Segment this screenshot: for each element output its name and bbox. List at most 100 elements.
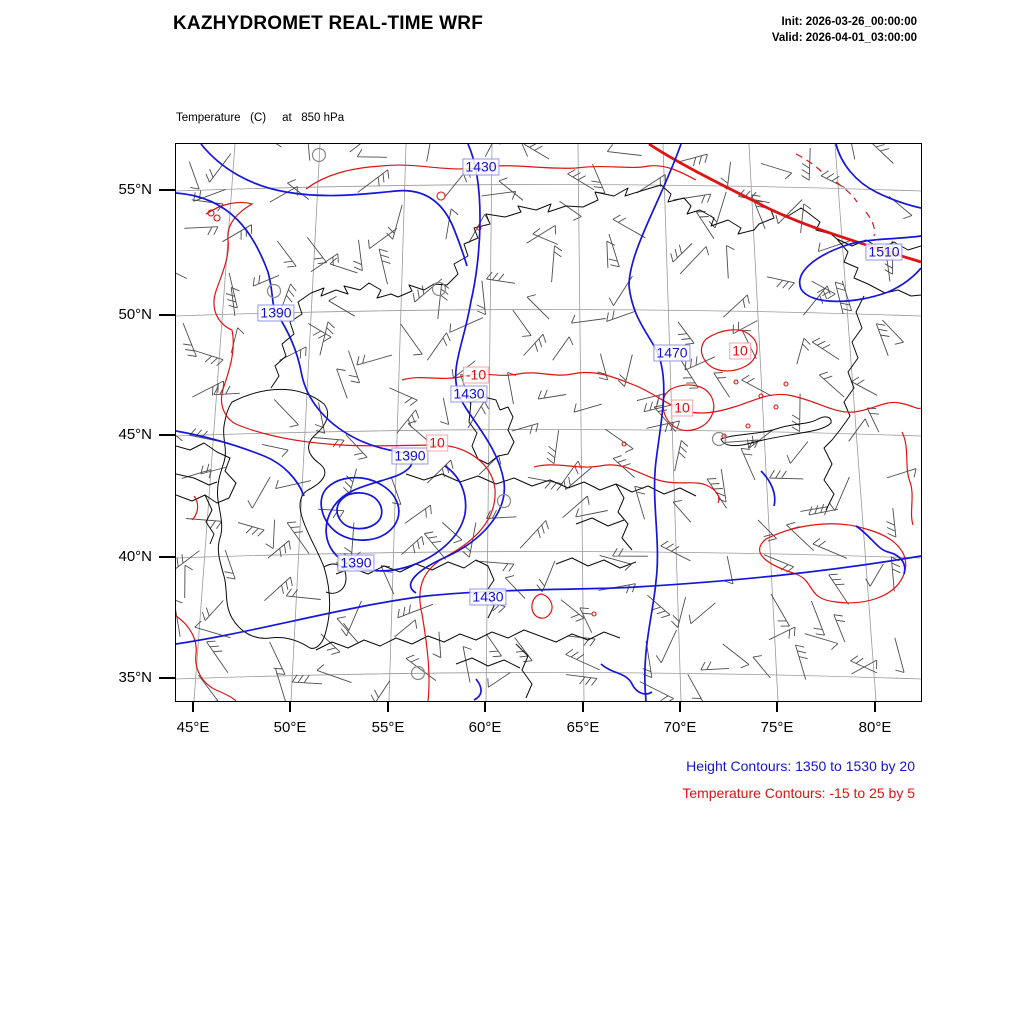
lon-tick-label: 50°E <box>273 719 307 736</box>
wind-barb <box>476 280 486 316</box>
wind-barb <box>340 600 362 637</box>
wind-barb <box>193 188 226 202</box>
wind-barb <box>476 560 515 572</box>
wind-barb <box>866 407 880 433</box>
wind-barb <box>851 144 856 160</box>
temp-contour-speck <box>758 393 764 399</box>
geo-border <box>555 557 637 569</box>
wind-barb <box>670 243 693 263</box>
wind-barb <box>643 400 677 413</box>
wind-barb <box>684 356 716 371</box>
lat-tick-label: 40°N <box>118 548 152 565</box>
geo-border <box>270 184 921 389</box>
wind-barb <box>423 531 447 560</box>
geo-border <box>567 481 697 497</box>
wind-barb <box>397 603 434 619</box>
wind-barb <box>808 503 839 516</box>
wind-barb <box>519 520 549 549</box>
height-contour <box>473 678 482 701</box>
wind-barb <box>851 376 878 396</box>
wind-barb <box>732 320 758 334</box>
geo-border <box>204 494 215 545</box>
wind-barb <box>277 283 297 317</box>
wind-barb <box>486 271 516 284</box>
lon-tick-label: 60°E <box>468 719 502 736</box>
wind-barb <box>412 278 443 303</box>
geo-border <box>539 631 621 643</box>
wind-barb <box>834 281 846 315</box>
wind-barb <box>328 296 356 317</box>
lon-tick-label: 75°E <box>760 719 794 736</box>
page-title: KAZHYDROMET REAL-TIME WRF <box>173 13 484 34</box>
wind-barb <box>566 674 598 686</box>
wind-barb <box>343 468 358 495</box>
lat-tick-label: 45°N <box>118 426 152 443</box>
wind-barb <box>812 538 848 559</box>
wind-barb <box>462 646 472 683</box>
temp-contour <box>901 431 914 526</box>
wind-barb <box>405 654 437 681</box>
wind-barb <box>306 237 328 265</box>
wind-barb <box>426 144 431 162</box>
height-contour <box>176 192 467 572</box>
lon-tick-mark <box>874 701 876 712</box>
temp-contour <box>533 464 720 504</box>
height-contour <box>855 525 906 575</box>
temp-contour <box>662 384 715 432</box>
wind-barb <box>725 245 735 279</box>
wind-barb <box>432 631 442 659</box>
geo-border <box>515 643 533 699</box>
wind-barb <box>770 593 790 627</box>
lat-tick-mark <box>159 556 175 558</box>
wind-barb <box>791 393 801 432</box>
wind-barb <box>184 226 219 236</box>
wind-barb <box>313 437 345 448</box>
wind-barb <box>437 282 450 319</box>
wind-barb <box>741 374 772 397</box>
graticule-parallel <box>176 309 921 317</box>
wind-barb <box>307 144 311 161</box>
wind-barb <box>646 420 680 433</box>
wind-barb <box>565 648 600 671</box>
temp-contour-dashed <box>865 211 876 237</box>
wind-barb <box>672 499 692 523</box>
wind-barb <box>604 428 634 453</box>
wind-barb <box>551 245 563 283</box>
temp-contour-speck <box>621 441 627 447</box>
wind-barb <box>192 380 225 398</box>
geo-border <box>823 295 865 511</box>
wind-barb <box>811 337 840 360</box>
wind-barb <box>498 177 524 201</box>
geo-border <box>176 442 237 504</box>
lat-tick-label: 50°N <box>118 306 152 323</box>
wind-barb <box>634 485 646 520</box>
lon-tick-label: 70°E <box>663 719 697 736</box>
lat-tick-label: 55°N <box>118 181 152 198</box>
wind-barb <box>329 257 358 274</box>
wind-barb <box>886 508 897 538</box>
wind-barb <box>803 285 831 316</box>
wind-barb <box>801 147 811 181</box>
lon-tick-label: 45°E <box>176 719 210 736</box>
wind-barb <box>213 385 240 396</box>
wind-barb <box>356 148 388 158</box>
wind-barb <box>378 248 391 285</box>
geo-border <box>176 473 218 486</box>
geo-border <box>468 396 515 465</box>
wind-barb <box>224 549 236 580</box>
wind-barb <box>872 144 894 164</box>
wind-barb <box>606 144 642 156</box>
map-canvas <box>175 143 922 702</box>
wind-barb <box>316 664 352 684</box>
temp-contour-speck <box>476 225 482 231</box>
wind-barb <box>285 588 321 600</box>
wind-barb <box>571 314 606 324</box>
wind-barb <box>478 455 502 476</box>
param-temperature: Temperature (C) at 850 hPa <box>176 112 345 124</box>
wind-barb <box>205 153 232 183</box>
wind-barb <box>400 323 423 356</box>
height-contour <box>320 476 400 541</box>
wind-barb <box>356 354 393 366</box>
temp-contour-speck <box>733 379 739 385</box>
wind-barb <box>679 246 710 275</box>
